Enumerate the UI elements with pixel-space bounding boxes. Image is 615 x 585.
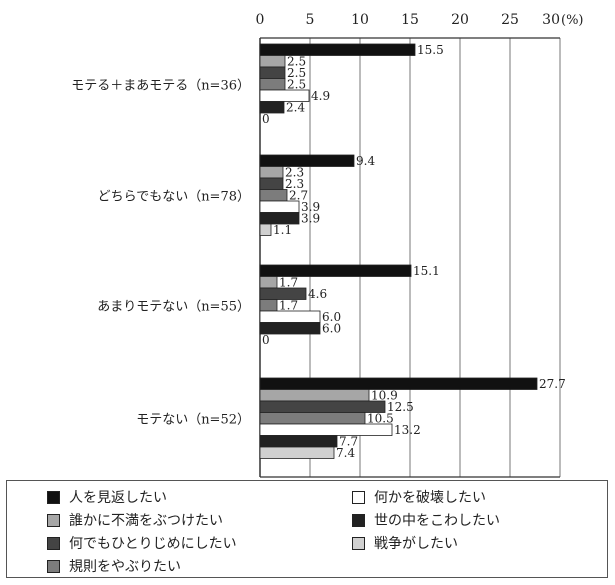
bar-g3-s2 bbox=[259, 276, 278, 289]
value-label-g1-s7: 0 bbox=[262, 112, 270, 126]
legend-swatch-3 bbox=[47, 536, 60, 550]
bar-g1-s3 bbox=[259, 66, 286, 79]
bar-g2-s1 bbox=[259, 154, 355, 167]
bar-g3-s1 bbox=[259, 264, 412, 277]
value-label-g4-s1: 27.7 bbox=[539, 377, 566, 391]
x-tick-label-10: 10 bbox=[351, 12, 369, 28]
bar-g2-s4 bbox=[259, 189, 288, 202]
category-label-4: モテない（n=52） bbox=[136, 412, 250, 427]
value-label-g3-s6: 6.0 bbox=[322, 322, 341, 336]
bar-g4-s6 bbox=[259, 435, 338, 448]
legend-item-1: 人を見返したい bbox=[47, 487, 167, 507]
value-label-g4-s2: 10.9 bbox=[371, 389, 398, 403]
legend-item-7: 戦争がしたい bbox=[352, 533, 458, 553]
value-label-g3-s4: 1.7 bbox=[279, 299, 298, 313]
bar-g4-s4 bbox=[259, 412, 366, 425]
legend-swatch-4 bbox=[47, 559, 60, 573]
value-label-g4-s4: 10.5 bbox=[367, 412, 394, 426]
x-tick-label-20: 20 bbox=[451, 12, 469, 28]
legend-item-2: 誰かに不満をぶつけたい bbox=[47, 510, 223, 530]
value-label-g1-s6: 2.4 bbox=[286, 101, 305, 115]
bar-g4-s5 bbox=[259, 423, 393, 436]
value-label-g1-s5: 4.9 bbox=[311, 89, 330, 103]
category-label-3: あまりモテない（n=55） bbox=[97, 299, 250, 314]
value-label-g2-s1: 9.4 bbox=[356, 154, 375, 168]
value-label-g2-s7: 1.1 bbox=[273, 223, 292, 237]
legend-swatch-2 bbox=[47, 513, 60, 527]
bar-g2-s5 bbox=[259, 200, 300, 213]
legend-label-6: 世の中をこわしたい bbox=[374, 513, 500, 529]
value-label-g2-s5: 3.9 bbox=[301, 200, 320, 214]
bar-g3-s4 bbox=[259, 299, 278, 312]
value-label-g3-s5: 6.0 bbox=[322, 310, 341, 324]
value-label-g3-s7: 0 bbox=[262, 333, 270, 347]
bar-g2-s3 bbox=[259, 177, 284, 190]
bar-g2-s7 bbox=[259, 223, 272, 236]
legend-swatch-7 bbox=[352, 536, 365, 550]
x-tick-label-25: 25 bbox=[501, 12, 519, 28]
legend-label-4: 規則をやぶりたい bbox=[69, 559, 181, 575]
bar-g3-s3 bbox=[259, 287, 307, 300]
legend-item-5: 何かを破壊したい bbox=[352, 487, 486, 507]
value-label-g3-s3: 4.6 bbox=[308, 287, 327, 301]
legend-label-3: 何でもひとりじめにしたい bbox=[69, 536, 237, 552]
bar-g1-s1 bbox=[259, 43, 416, 56]
x-tick-label-0: 0 bbox=[256, 12, 265, 28]
x-tick-label-30: 30 bbox=[542, 12, 560, 28]
legend-label-1: 人を見返したい bbox=[69, 490, 167, 506]
value-label-g2-s2: 2.3 bbox=[285, 166, 304, 180]
legend-item-3: 何でもひとりじめにしたい bbox=[47, 533, 237, 553]
value-label-g4-s5: 13.2 bbox=[394, 423, 421, 437]
legend-swatch-1 bbox=[47, 490, 60, 504]
bar-g2-s2 bbox=[259, 166, 284, 179]
bar-g2-s6 bbox=[259, 212, 300, 225]
value-label-g2-s4: 2.7 bbox=[289, 189, 308, 203]
bar-g3-s6 bbox=[259, 322, 321, 335]
bar-g4-s1 bbox=[259, 377, 538, 390]
legend-swatch-6 bbox=[352, 513, 365, 527]
legend-item-6: 世の中をこわしたい bbox=[352, 510, 500, 530]
x-unit-label: (%) bbox=[561, 13, 584, 28]
value-label-g1-s1: 15.5 bbox=[417, 43, 444, 57]
value-label-g2-s3: 2.3 bbox=[285, 177, 304, 191]
legend-item-4: 規則をやぶりたい bbox=[47, 556, 181, 576]
category-label-2: どちらでもない（n=78） bbox=[98, 189, 250, 204]
bar-g3-s5 bbox=[259, 310, 321, 323]
legend-label-7: 戦争がしたい bbox=[374, 536, 458, 552]
value-label-g3-s1: 15.1 bbox=[413, 264, 440, 278]
legend: 人を見返したい 誰かに不満をぶつけたい 何でもひとりじめにしたい 規則をやぶりた… bbox=[6, 480, 608, 578]
bar-g1-s5 bbox=[259, 89, 310, 102]
value-label-g4-s3: 12.5 bbox=[387, 400, 414, 414]
chart-area: 0 5 10 15 20 25 30 (%)モテる＋まあモテる（n=36）15.52.52.5… bbox=[71, 12, 584, 478]
value-label-g1-s2: 2.5 bbox=[287, 55, 306, 69]
value-label-g4-s6: 7.7 bbox=[339, 435, 358, 449]
bar-g1-s4 bbox=[259, 78, 286, 91]
bar-g4-s7 bbox=[259, 446, 335, 459]
value-label-g3-s2: 1.7 bbox=[279, 276, 298, 290]
value-label-g1-s4: 2.5 bbox=[287, 78, 306, 92]
value-label-g4-s7: 7.4 bbox=[336, 446, 355, 460]
bar-g1-s2 bbox=[259, 55, 286, 68]
category-label-1: モテる＋まあモテる（n=36） bbox=[71, 78, 250, 93]
x-tick-label-5: 5 bbox=[306, 12, 315, 28]
legend-label-2: 誰かに不満をぶつけたい bbox=[69, 513, 223, 529]
x-tick-label-15: 15 bbox=[401, 12, 419, 28]
value-label-g2-s6: 3.9 bbox=[301, 212, 320, 226]
legend-swatch-5 bbox=[352, 490, 365, 504]
bar-g1-s6 bbox=[259, 101, 285, 114]
value-label-g1-s3: 2.5 bbox=[287, 66, 306, 80]
legend-label-5: 何かを破壊したい bbox=[374, 490, 486, 506]
bar-g4-s2 bbox=[259, 389, 370, 402]
